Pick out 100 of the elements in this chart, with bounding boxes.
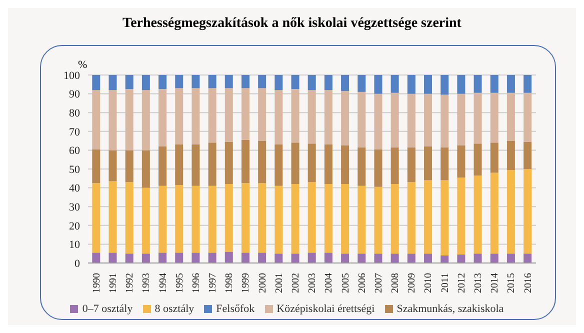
y-tick-label: 60 [69, 145, 80, 158]
bar [457, 177, 466, 255]
x-tick-label: 2011 [440, 273, 451, 293]
bar [358, 147, 366, 186]
bar [208, 75, 216, 88]
bar [440, 94, 449, 148]
bar [208, 88, 216, 143]
bar [192, 144, 200, 186]
y-tick-label: 80 [69, 108, 80, 120]
bar [258, 252, 266, 263]
bar [407, 254, 416, 263]
bar [192, 75, 200, 88]
bar [374, 94, 382, 150]
bar [407, 182, 416, 254]
y-tick-label: 0 [74, 258, 80, 270]
bar [241, 252, 250, 263]
bar [440, 147, 449, 180]
x-tick-label: 1996 [190, 273, 202, 293]
bar [374, 254, 382, 263]
bar [291, 184, 300, 254]
bar [506, 170, 515, 254]
bar [424, 94, 432, 146]
bar [390, 92, 399, 148]
bar [474, 144, 482, 176]
x-tick-label: 2002 [290, 273, 302, 293]
bar [424, 75, 432, 94]
x-tick-label: 2010 [423, 273, 434, 293]
bar [274, 75, 283, 90]
bar [490, 142, 498, 173]
bar [108, 90, 117, 150]
chart-title: Terhességmegszakítások a nők iskolai végzettsége szerint [122, 15, 462, 33]
bar [108, 150, 117, 182]
bar [92, 75, 100, 90]
bar [92, 183, 100, 253]
x-tick-label: 2004 [324, 273, 335, 293]
bar [524, 169, 532, 254]
bar [424, 146, 432, 180]
y-tick-label: 10 [69, 239, 80, 252]
y-tick-label: 90 [69, 88, 80, 101]
bar [158, 89, 167, 146]
bar [440, 180, 449, 256]
bar [407, 94, 416, 148]
x-tick-label: 1994 [158, 273, 169, 293]
x-tick-label: 1992 [124, 273, 136, 293]
legend-label: Középiskolai érettségi [276, 303, 375, 315]
legend-label: 0–7 osztály [82, 303, 133, 315]
bar [224, 184, 233, 252]
bar [457, 94, 466, 146]
bar [308, 75, 316, 90]
y-tick-label: 70 [69, 126, 80, 138]
bar [490, 92, 498, 143]
bar [142, 90, 150, 150]
bar [407, 147, 416, 182]
bar [457, 75, 466, 94]
bar [224, 252, 233, 263]
bar [341, 146, 350, 184]
bar [175, 88, 184, 145]
bar [158, 252, 167, 263]
bar [142, 254, 150, 263]
x-tick-label: 1990 [91, 273, 102, 293]
y-axis-title: % [78, 59, 88, 71]
bar [291, 75, 300, 90]
bar [374, 186, 382, 254]
bar [474, 92, 482, 144]
bar [490, 254, 498, 263]
bar [291, 254, 300, 263]
bar [358, 92, 366, 148]
bar [358, 75, 366, 92]
x-tick-label: 2008 [390, 273, 402, 293]
bar [224, 88, 233, 142]
bar [524, 92, 532, 142]
bar [358, 254, 366, 263]
bar [142, 188, 150, 254]
bar [506, 140, 515, 170]
bar [192, 186, 200, 253]
bar [208, 252, 216, 263]
x-tick-label: 1993 [141, 273, 152, 293]
bar [524, 142, 532, 169]
bar [390, 254, 399, 263]
bar [258, 140, 266, 184]
bar [125, 182, 134, 254]
y-tick-label: 40 [69, 182, 80, 195]
x-tick-label: 2016 [522, 273, 534, 293]
bar [407, 75, 416, 94]
bar [324, 144, 332, 184]
bar [258, 75, 266, 88]
bar [175, 75, 184, 88]
bar [108, 75, 117, 90]
bar [241, 140, 250, 184]
bar [125, 75, 134, 90]
bar [291, 142, 300, 184]
bar [474, 176, 482, 254]
bar [506, 254, 515, 263]
bar [142, 150, 150, 188]
x-tick-label: 2006 [356, 273, 368, 293]
bar [208, 142, 216, 186]
x-tick-label: 1997 [208, 273, 219, 293]
x-tick-label: 1991 [108, 273, 119, 293]
bar [192, 88, 200, 145]
bar [524, 75, 532, 93]
